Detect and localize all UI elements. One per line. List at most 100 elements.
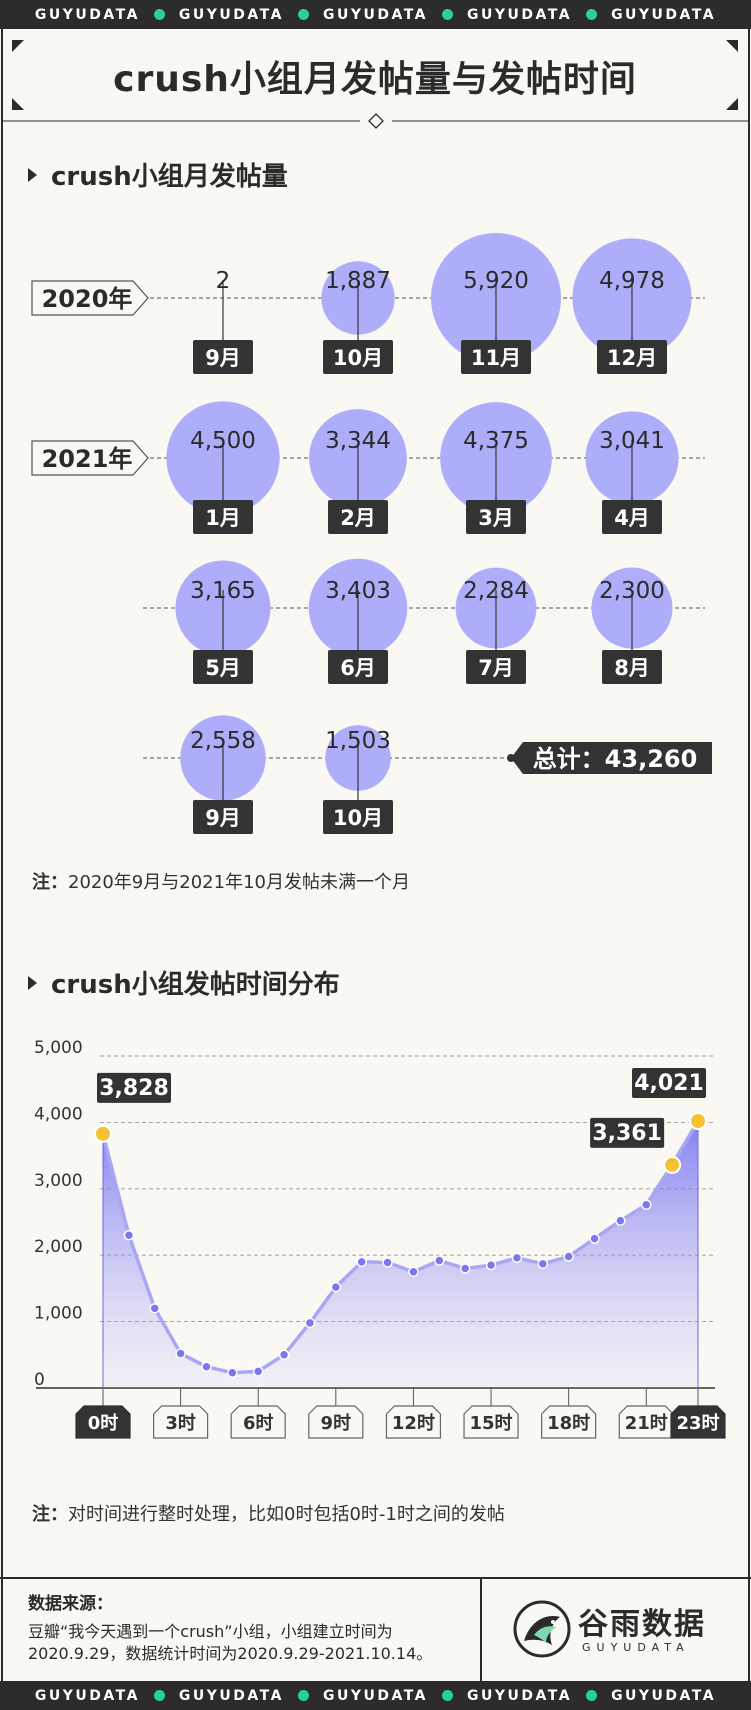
y-tick-label: 2,000: [34, 1237, 83, 1257]
month-label: 9月: [205, 346, 241, 370]
x-tick-tag: [541, 1405, 597, 1439]
x-tick-label: 15时: [470, 1413, 513, 1434]
x-tick-tag: [463, 1405, 519, 1439]
band-brand-text: GUYUDATA: [34, 1687, 140, 1704]
x-tick-tag: [308, 1405, 364, 1439]
data-point: [408, 1266, 419, 1278]
month-label: 7月: [478, 656, 514, 680]
month-tag: [193, 650, 253, 684]
data-point: [227, 1367, 238, 1378]
x-tick-tag: [385, 1405, 442, 1439]
bubble-value-label: 4,375: [463, 428, 529, 454]
top-brand-band: GUYUDATA GUYUDATA GUYUDATA GUYUDATA GUYUDATA: [0, 0, 751, 29]
brand-logo: 谷雨数据 GUYUDATA: [512, 1593, 732, 1669]
month-tag: [323, 340, 393, 374]
band-brand-text: GUYUDATA: [178, 6, 284, 23]
data-point: [459, 1263, 471, 1274]
corner-tl-icon: [12, 40, 24, 52]
monthly-note-label: 注：: [32, 872, 68, 893]
diamond-divider-icon: [368, 113, 384, 129]
year-label: 2020年: [42, 285, 133, 313]
y-tick-label: 3,000: [34, 1171, 83, 1191]
highlight-point: [663, 1155, 682, 1174]
value-callout: [632, 1068, 706, 1099]
band-brand-text: GUYUDATA: [611, 6, 717, 23]
page-title: crush小组月发帖量与发帖时间: [113, 59, 637, 100]
hourly-area-chart: 0 1,000 2,000 3,000 4,000 5,000 3,828 3,361 4,02…: [34, 1038, 726, 1439]
total-label: 总计：43,260: [533, 745, 698, 773]
bottom-brand-band: GUYUDATA GUYUDATA GUYUDATA GUYUDATA GUYUDATA: [0, 1681, 751, 1710]
footer-divider: [480, 1579, 482, 1683]
month-label: 11月: [471, 346, 521, 370]
month-tag: [597, 340, 667, 374]
data-point: [356, 1256, 367, 1268]
band-brand-text: GUYUDATA: [611, 1687, 717, 1704]
band-dot-icon: [442, 9, 454, 20]
month-tag: [328, 500, 388, 534]
bullet-triangle-icon: [28, 167, 37, 182]
month-tag: [193, 800, 253, 834]
month-tag: [193, 340, 253, 374]
year-tag-shape: [31, 440, 149, 476]
callout-label: 3,828: [99, 1076, 169, 1101]
data-point: [175, 1348, 186, 1359]
highlight-point: [94, 1124, 112, 1143]
x-tick-label: 23时: [676, 1413, 719, 1434]
year-tag: 2021年: [31, 440, 149, 476]
month-label: 8月: [614, 656, 650, 680]
data-point: [589, 1233, 600, 1244]
total-tag: [511, 742, 712, 774]
month-label: 6月: [340, 656, 376, 680]
month-tag: [323, 800, 393, 834]
data-point: [278, 1349, 290, 1361]
bubble-value-label: 1,887: [325, 268, 391, 294]
month-label: 10月: [333, 806, 383, 830]
highlight-point: [689, 1112, 707, 1131]
section-title-hourly: crush小组发帖时间分布: [28, 964, 340, 1001]
month-label: 3月: [478, 506, 514, 530]
x-tick-label: 9时: [321, 1413, 352, 1434]
band-dot-icon: [153, 9, 165, 20]
band-dot-icon: [586, 1690, 598, 1701]
data-point: [615, 1215, 626, 1226]
bubble-value-label: 4,978: [599, 268, 665, 294]
month-label: 4月: [614, 506, 650, 530]
band-dot-icon: [586, 9, 598, 20]
bubble-value-label: 3,165: [190, 578, 256, 604]
x-tick-label: 12时: [392, 1413, 435, 1434]
year-tag: 2020年: [31, 280, 149, 316]
month-tag: [328, 650, 388, 684]
y-tick-label: 1,000: [34, 1304, 83, 1324]
bubble-value-label: 1,503: [325, 728, 391, 754]
bubble-value-label: 3,344: [325, 428, 391, 454]
logo-en-text: GUYUDATA: [582, 1641, 690, 1654]
section-title-monthly: crush小组月发帖量: [28, 156, 288, 193]
bubble-value-label: 2: [216, 268, 231, 294]
month-tag: [193, 500, 253, 534]
bubble-value-label: 3,041: [599, 428, 665, 454]
data-point: [330, 1281, 342, 1293]
band-brand-text: GUYUDATA: [322, 6, 429, 23]
x-tick-tag: [230, 1405, 286, 1439]
band-brand-text: GUYUDATA: [322, 1687, 429, 1704]
y-tick-label: 0: [34, 1370, 45, 1390]
month-label: 12月: [607, 346, 657, 370]
month-label: 10月: [333, 346, 383, 370]
monthly-note: 注：2020年9月与2021年10月发帖未满一个月: [32, 868, 410, 894]
data-point: [201, 1361, 212, 1373]
month-label: 2月: [340, 506, 376, 530]
data-point: [252, 1366, 264, 1377]
year-tag-shape: [31, 280, 149, 316]
month-tag: [602, 650, 662, 684]
bubble-value-label: 4,500: [190, 428, 256, 454]
band-dot-icon: [297, 1690, 309, 1701]
callout-label: 3,361: [592, 1121, 662, 1146]
area-fill: [103, 1121, 698, 1388]
month-tag: [461, 340, 531, 374]
month-label: 1月: [205, 506, 241, 530]
bubble-value-label: 2,558: [190, 728, 256, 754]
x-tick-label: 3时: [165, 1413, 196, 1434]
logo-cn-text: 谷雨数据: [578, 1607, 706, 1642]
source-label: 数据来源：: [28, 1594, 113, 1614]
